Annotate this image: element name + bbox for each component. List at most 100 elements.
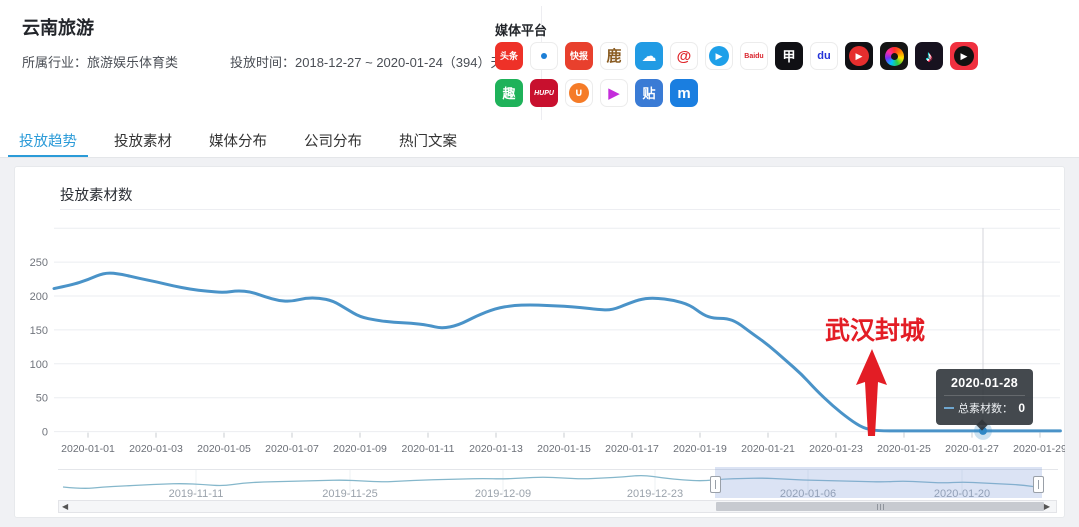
y-axis-label-100: 100 <box>30 359 48 371</box>
baidu-paw-icon: du <box>810 42 838 70</box>
tab-4[interactable]: 热门文案 <box>399 133 457 150</box>
video-play-icon-inner: ▶ <box>849 46 869 66</box>
x-axis-label: 2020-01-23 <box>809 443 863 455</box>
x-axis-label: 2020-01-27 <box>945 443 999 455</box>
douyin-icon-glyph: ♪ <box>925 48 933 64</box>
chart-section-title: 投放素材数 <box>60 188 133 204</box>
gradient-play-icon-glyph: ▶ <box>608 84 620 102</box>
y-axis-label-150: 150 <box>30 325 48 337</box>
kuaibao-icon: 快报 <box>565 42 593 70</box>
brush-selection[interactable] <box>715 467 1042 498</box>
hupu-icon: HUPU <box>530 79 558 107</box>
video-play-icon-glyph: ▶ <box>855 50 863 61</box>
baidu-paw-icon-glyph: du <box>817 49 831 62</box>
maxthon-icon-glyph: m <box>677 84 691 102</box>
cloud-app-icon-glyph: ☁ <box>641 47 657 65</box>
video-play-icon: ▶ <box>845 42 873 70</box>
platform-icons-row-1: 头条 快报 鹿 ☁ @ ▶ Baidu 甲 du ▶ ♪ ▶ <box>495 42 978 70</box>
pangle-icon: 甲 <box>775 42 803 70</box>
section-divider <box>60 209 1060 210</box>
x-axis-label: 2020-01-25 <box>877 443 931 455</box>
media-platforms-label: 媒体平台 <box>495 23 548 38</box>
toutiao-icon-glyph: 头条 <box>499 50 518 61</box>
brush-handle-right[interactable] <box>1033 476 1044 493</box>
tooltip-value: 0 <box>1018 401 1025 415</box>
browser-360-icon <box>530 42 558 70</box>
mini-x-label: 2020-01-06 <box>780 488 836 500</box>
x-axis-label: 2020-01-09 <box>333 443 387 455</box>
campaign-period-label: 投放时间：2018-12-27 ~ 2020-01-24（394）天 <box>230 55 504 70</box>
series-color-dash <box>944 407 954 409</box>
maxthon-icon: m <box>670 79 698 107</box>
trend-card <box>14 166 1065 518</box>
scroll-left-arrow-icon[interactable]: ◀ <box>62 502 69 511</box>
baidu-icon-glyph: Baidu <box>744 52 764 60</box>
ifeng-icon-glyph: @ <box>676 47 692 65</box>
toutiao-icon: 头条 <box>495 42 523 70</box>
youku-play-icon-glyph: ▶ <box>715 50 723 61</box>
douyin-icon: ♪ <box>915 42 943 70</box>
qutoutiao-icon: 趣 <box>495 79 523 107</box>
x-axis-label: 2020-01-15 <box>537 443 591 455</box>
scrollbar-grip-icon <box>879 503 881 510</box>
pipixia-icon-inner: ∪ <box>569 83 589 103</box>
huoshan-icon-inner: ▶ <box>954 46 974 66</box>
tieba-icon-glyph: 贴 <box>642 85 656 101</box>
huoshan-icon-glyph: ▶ <box>960 50 968 61</box>
timeline-scrollbar[interactable]: ◀ ▶ <box>58 500 1057 513</box>
ifeng-icon: @ <box>670 42 698 70</box>
x-axis-label: 2020-01-19 <box>673 443 727 455</box>
x-axis-label: 2020-01-11 <box>402 443 455 455</box>
tab-0[interactable]: 投放趋势 <box>8 125 88 157</box>
annotation-arrow-icon <box>856 349 887 436</box>
tooltip-series-label: 总素材数： <box>958 403 1013 415</box>
trend-line-series <box>52 271 1062 433</box>
tab-3[interactable]: 公司分布 <box>304 133 362 150</box>
tab-1[interactable]: 投放素材 <box>114 133 172 150</box>
pipixia-icon-glyph: ∪ <box>574 86 584 99</box>
qutoutiao-icon-glyph: 趣 <box>502 85 516 101</box>
mini-x-label: 2020-01-20 <box>934 488 990 500</box>
tab-bar: 投放趋势 投放素材 媒体分布 公司分布 热门文案 <box>0 125 1079 158</box>
tieba-icon: 贴 <box>635 79 663 107</box>
scroll-right-arrow-icon[interactable]: ▶ <box>1043 502 1050 511</box>
trend-line-chart[interactable]: 0 50 100 150 200 250 2020-01-01 2020-01-03 2020-… <box>20 215 1065 460</box>
x-axis-label: 2020-01-13 <box>469 443 523 455</box>
hupu-icon-glyph: HUPU <box>534 89 554 97</box>
timeline-mini-chart[interactable]: 2019-11-11 2019-11-25 2019-12-09 2019-12-23… <box>58 466 1058 500</box>
x-axis-label: 2020-01-03 <box>129 443 183 455</box>
x-axis-label: 2020-01-01 <box>61 443 115 455</box>
tooltip-date: 2020-01-28 <box>951 376 1018 390</box>
mini-x-label: 2019-12-23 <box>627 488 683 500</box>
y-axis-label-250: 250 <box>30 257 48 269</box>
youku-play-icon-inner: ▶ <box>709 46 729 66</box>
mini-x-label: 2019-11-11 <box>169 488 224 500</box>
brush-handle-left[interactable] <box>710 476 721 493</box>
y-axis-label-200: 200 <box>30 291 48 303</box>
industry-label: 所属行业：旅游娱乐体育类 <box>22 55 179 70</box>
x-axis-label: 2020-01-07 <box>265 443 319 455</box>
y-axis-label-50: 50 <box>36 393 48 405</box>
page-title: 云南旅游 <box>22 18 94 38</box>
pangle-icon-glyph: 甲 <box>782 48 796 64</box>
deer-app-icon-glyph: 鹿 <box>606 47 622 65</box>
chart-tooltip: 2020-01-28 总素材数： 0 <box>936 369 1033 425</box>
rainbow-wheel-icon <box>880 42 908 70</box>
deer-app-icon: 鹿 <box>600 42 628 70</box>
mini-x-label: 2019-11-25 <box>322 488 377 500</box>
platform-icons-row-2: 趣 HUPU ∪ ▶ 贴 m <box>495 79 698 107</box>
cloud-app-icon: ☁ <box>635 42 663 70</box>
scrollbar-thumb[interactable] <box>716 502 1044 511</box>
x-axis-label: 2020-01-05 <box>197 443 251 455</box>
gradient-play-icon: ▶ <box>600 79 628 107</box>
mini-x-label: 2019-12-09 <box>475 488 531 500</box>
kuaibao-icon-glyph: 快报 <box>569 50 588 61</box>
y-axis-label-0: 0 <box>42 427 48 439</box>
tab-2[interactable]: 媒体分布 <box>209 133 267 150</box>
youku-play-icon: ▶ <box>705 42 733 70</box>
x-axis-label: 2020-01-21 <box>741 443 795 455</box>
x-axis-label: 2020-01-17 <box>605 443 659 455</box>
tooltip-separator <box>944 395 1025 396</box>
pipixia-icon: ∪ <box>565 79 593 107</box>
